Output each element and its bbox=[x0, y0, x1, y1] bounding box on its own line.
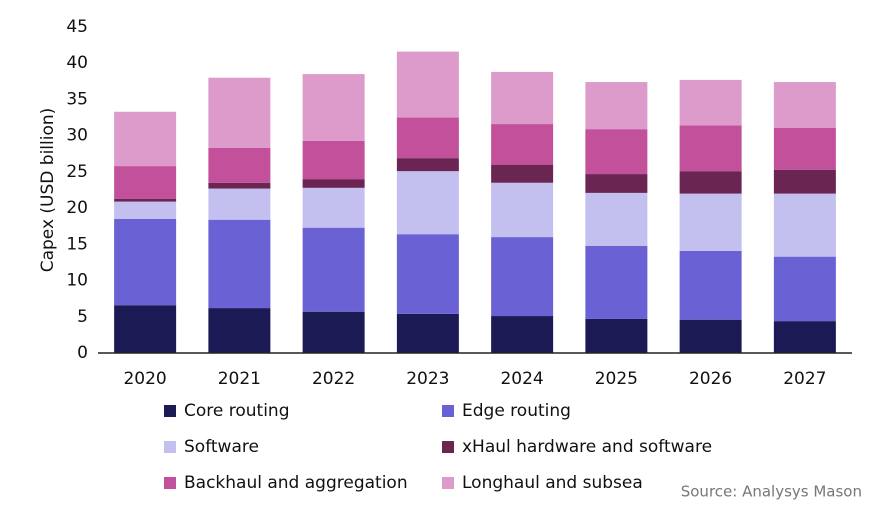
source-note: Source: Analysys Mason bbox=[681, 483, 862, 501]
bar-segment bbox=[773, 169, 836, 194]
bar-segment bbox=[302, 140, 365, 180]
bar-segment bbox=[773, 127, 836, 170]
bar-segment bbox=[679, 79, 742, 126]
bar-segment bbox=[208, 147, 271, 183]
bar-segment bbox=[396, 234, 459, 314]
bar-segment bbox=[773, 256, 836, 322]
x-tick-label: 2022 bbox=[312, 369, 355, 389]
bar-segment bbox=[679, 193, 742, 251]
legend-swatch bbox=[164, 477, 176, 489]
bar-segment bbox=[585, 192, 648, 246]
bar-segment bbox=[585, 174, 648, 193]
y-tick-label: 30 bbox=[66, 126, 88, 146]
legend-swatch bbox=[442, 441, 454, 453]
bar-segment bbox=[302, 187, 365, 228]
x-tick-label: 2026 bbox=[689, 369, 732, 389]
y-tick-label: 15 bbox=[66, 234, 88, 254]
bar-segment bbox=[585, 245, 648, 319]
bar-segment bbox=[679, 319, 742, 353]
bar-segment bbox=[114, 305, 177, 353]
bar-segment bbox=[679, 125, 742, 172]
bar-segment bbox=[302, 311, 365, 353]
bar-segment bbox=[491, 182, 554, 238]
bar-segment bbox=[491, 164, 554, 183]
bar-segment bbox=[396, 158, 459, 172]
bar-segment bbox=[302, 227, 365, 312]
y-tick-label: 25 bbox=[66, 162, 88, 182]
legend-label: xHaul hardware and software bbox=[462, 437, 712, 457]
bar-segment bbox=[114, 201, 177, 219]
bar-segment bbox=[208, 182, 271, 189]
bar-segment bbox=[773, 193, 836, 257]
bar-segment bbox=[491, 316, 554, 353]
y-tick-label: 45 bbox=[66, 17, 88, 37]
bar-segment bbox=[585, 82, 648, 130]
bar-segment bbox=[302, 74, 365, 141]
legend-swatch bbox=[164, 441, 176, 453]
bar-segment bbox=[491, 124, 554, 165]
bar-segment bbox=[208, 188, 271, 220]
bar-segment bbox=[114, 111, 177, 167]
bar-segment bbox=[208, 77, 271, 148]
y-tick-label: 35 bbox=[66, 89, 88, 109]
bar-segment bbox=[396, 171, 459, 235]
bar-segment bbox=[491, 237, 554, 317]
bar-segment bbox=[773, 82, 836, 128]
x-tick-label: 2024 bbox=[500, 369, 543, 389]
bar-segment bbox=[679, 171, 742, 194]
bar-segment bbox=[396, 51, 459, 118]
bar-segment bbox=[679, 250, 742, 320]
bar-segment bbox=[585, 318, 648, 353]
bar-segment bbox=[114, 166, 177, 199]
bar-segment bbox=[396, 313, 459, 353]
bar-segment bbox=[302, 179, 365, 188]
legend-label: Longhaul and subsea bbox=[462, 473, 643, 493]
bar-segment bbox=[585, 129, 648, 175]
legend-label: Edge routing bbox=[462, 401, 571, 421]
legend-swatch bbox=[164, 405, 176, 417]
y-axis-label: Capex (USD billion) bbox=[38, 108, 58, 273]
bar-segment bbox=[396, 117, 459, 159]
legend-label: Backhaul and aggregation bbox=[184, 473, 408, 493]
x-tick-label: 2027 bbox=[783, 369, 826, 389]
bar-segment bbox=[491, 71, 554, 125]
legend-swatch bbox=[442, 477, 454, 489]
x-tick-label: 2021 bbox=[218, 369, 261, 389]
bar-segment bbox=[114, 198, 177, 202]
y-tick-label: 20 bbox=[66, 198, 88, 218]
legend-label: Core routing bbox=[184, 401, 290, 421]
y-tick-label: 10 bbox=[66, 271, 88, 291]
x-tick-label: 2023 bbox=[406, 369, 449, 389]
bar-segment bbox=[208, 308, 271, 353]
bar-segment bbox=[208, 219, 271, 309]
x-tick-label: 2025 bbox=[595, 369, 638, 389]
x-tick-label: 2020 bbox=[123, 369, 166, 389]
bar-segment bbox=[114, 218, 177, 306]
y-tick-label: 0 bbox=[77, 343, 88, 363]
legend-swatch bbox=[442, 405, 454, 417]
y-tick-label: 40 bbox=[66, 53, 88, 73]
y-tick-label: 5 bbox=[77, 307, 88, 327]
legend-label: Software bbox=[184, 437, 259, 457]
bar-segment bbox=[773, 321, 836, 353]
